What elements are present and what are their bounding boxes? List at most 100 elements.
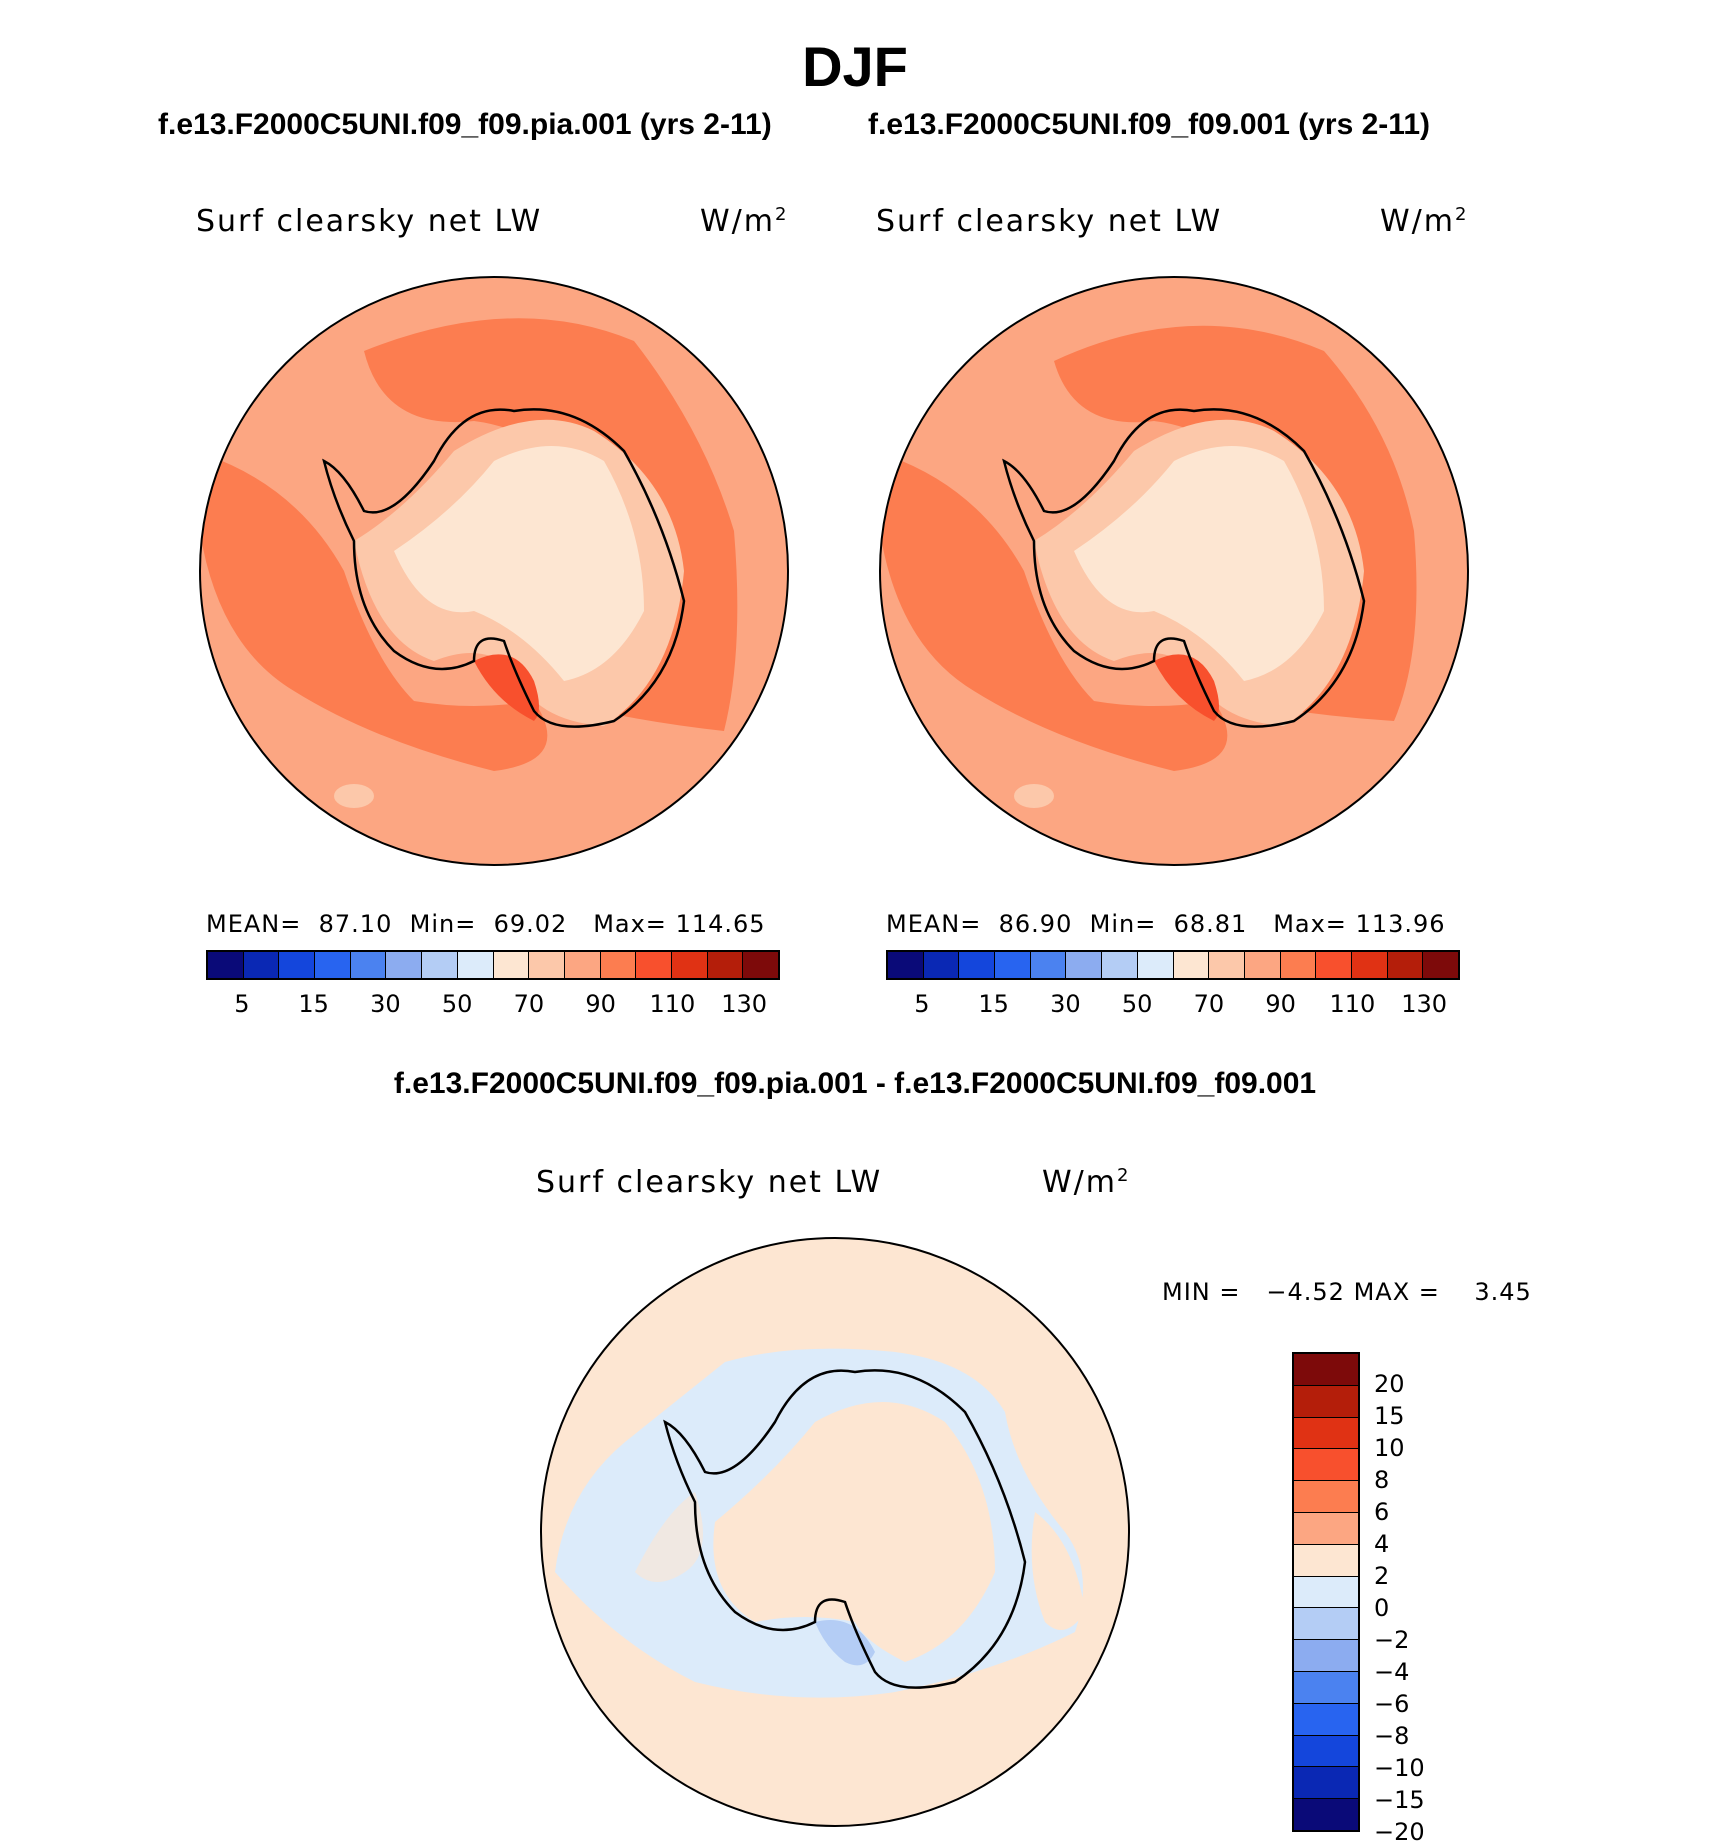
colorbar-tick-label: 130 [721, 990, 768, 1018]
panel-2-stats: MEAN= 86.90 Min= 68.81 Max= 113.96 [886, 910, 1446, 938]
colorbar-tick-label: 20 [1374, 1370, 1405, 1398]
panel-1-units-label: W/m2 [700, 204, 789, 239]
colorbar-tick-label: 15 [1374, 1402, 1405, 1430]
panel-1-stats: MEAN= 87.10 Min= 69.02 Max= 114.65 [206, 910, 766, 938]
colorbar-tick-label: −15 [1374, 1786, 1425, 1814]
colorbar-cell [1137, 952, 1174, 978]
map-boundary [199, 276, 789, 866]
colorbar-cell [1387, 952, 1424, 978]
colorbar-cell [1294, 1767, 1358, 1800]
colorbar-cell [422, 952, 458, 978]
colorbar-cell [1294, 1799, 1358, 1830]
colorbar-cell [1066, 952, 1103, 978]
colorbar-tick-label: −10 [1374, 1754, 1425, 1782]
colorbar-tick-label: 30 [370, 990, 401, 1018]
map-boundary [540, 1237, 1130, 1827]
difference-variable-label: Surf clearsky net LW [536, 1165, 883, 1200]
colorbar-cell [923, 952, 960, 978]
colorbar-tick-label: 50 [441, 990, 473, 1018]
colorbar-cell [1294, 1449, 1358, 1482]
ross-warm-spot [1154, 654, 1219, 721]
colorbar-cell [564, 952, 601, 978]
colorbar-tick-label: 50 [1121, 990, 1153, 1018]
ross-warm-spot [474, 654, 539, 721]
colorbar-tick-label: −2 [1374, 1626, 1410, 1654]
panel-2-colorbar [886, 950, 1460, 980]
colorbar-cell [1294, 1640, 1358, 1672]
difference-colorbar [1292, 1352, 1360, 1832]
colorbar-tick-label: 70 [513, 990, 545, 1018]
plateau-field [394, 446, 644, 681]
colorbar-cell [1294, 1354, 1358, 1386]
colorbar-cell [1294, 1735, 1358, 1768]
colorbar-cell [1351, 952, 1388, 978]
colorbar-cell [959, 952, 996, 978]
difference-colorbar-ticks: 20 15 10 8 6 4 2 0 −2 −4 −6 −8 −10 −15 −20 [1374, 1352, 1454, 1846]
colorbar-cell [1294, 1703, 1358, 1736]
colorbar-tick-label: 15 [298, 990, 329, 1018]
antarctica-coastline [322, 408, 686, 728]
colorbar-cell [743, 952, 778, 978]
page-title: DJF [802, 35, 908, 98]
colorbar-cell [208, 952, 244, 978]
colorbar-tick-label: 110 [649, 990, 696, 1018]
colorbar-tick-label: −4 [1374, 1658, 1410, 1686]
colorbar-tick-label: 0 [1374, 1594, 1390, 1622]
colorbar-tick-label: −6 [1374, 1690, 1410, 1718]
colorbar-cell [1294, 1512, 1358, 1545]
colorbar-cell [457, 952, 494, 978]
warm-band-west [880, 451, 1228, 771]
colorbar-cell [1294, 1544, 1358, 1577]
panel-2-units-label: W/m2 [1380, 204, 1469, 239]
colorbar-cell [1294, 1576, 1358, 1609]
colorbar-tick-label: −20 [1374, 1818, 1425, 1846]
colorbar-cell [529, 952, 565, 978]
colorbar-tick-label: 8 [1374, 1466, 1390, 1494]
panel-1-colorbar-ticks: 5 15 30 50 70 90 110 130 [206, 990, 780, 1020]
colorbar-tick-label: 4 [1374, 1530, 1390, 1558]
panel-2-polar-map [879, 276, 1469, 866]
difference-polar-map [540, 1237, 1130, 1827]
colorbar-tick-label: 6 [1374, 1498, 1390, 1526]
colorbar-tick-label: 90 [585, 990, 616, 1018]
colorbar-tick-label: 15 [978, 990, 1009, 1018]
panel-2-variable-label: Surf clearsky net LW [876, 204, 1223, 239]
colorbar-cell [493, 952, 530, 978]
panel-1-variable-label: Surf clearsky net LW [196, 204, 543, 239]
colorbar-cell [707, 952, 744, 978]
colorbar-tick-label: 10 [1374, 1434, 1405, 1462]
colorbar-cell [350, 952, 387, 978]
ross-negative-spot [815, 1620, 875, 1666]
panel-2-run-title: f.e13.F2000C5UNI.f09_f09.001 (yrs 2-11) [868, 108, 1431, 141]
colorbar-cell [600, 952, 637, 978]
difference-title: f.e13.F2000C5UNI.f09_f09.pia.001 - f.e13… [393, 1067, 1317, 1100]
ocean-cool-spot [334, 784, 374, 808]
antarctica-coastline [1002, 408, 1366, 728]
colorbar-tick-label: 2 [1374, 1562, 1390, 1590]
plateau-field [1074, 446, 1324, 681]
colorbar-cell [1294, 1417, 1358, 1450]
colorbar-tick-label: 5 [914, 990, 930, 1018]
colorbar-cell [1280, 952, 1317, 978]
ocean-cool-spot [1014, 784, 1054, 808]
difference-units-label: W/m2 [1042, 1165, 1131, 1200]
colorbar-cell [1316, 952, 1352, 978]
colorbar-cell [1209, 952, 1245, 978]
colorbar-cell [671, 952, 708, 978]
colorbar-cell [888, 952, 924, 978]
colorbar-cell [315, 952, 351, 978]
colorbar-cell [1102, 952, 1138, 978]
colorbar-cell [1423, 952, 1458, 978]
colorbar-tick-label: 5 [234, 990, 250, 1018]
colorbar-cell [243, 952, 280, 978]
colorbar-tick-label: 130 [1401, 990, 1448, 1018]
colorbar-cell [1030, 952, 1067, 978]
colorbar-tick-label: 70 [1193, 990, 1225, 1018]
colorbar-tick-label: 110 [1329, 990, 1376, 1018]
panel-1-colorbar [206, 950, 780, 980]
panel-1-polar-map [199, 276, 789, 866]
difference-min-max: MIN = −4.52 MAX = 3.45 [1162, 1278, 1532, 1306]
panel-2-colorbar-ticks: 5 15 30 50 70 90 110 130 [886, 990, 1460, 1020]
colorbar-tick-label: 90 [1265, 990, 1296, 1018]
colorbar-cell [1294, 1608, 1358, 1641]
